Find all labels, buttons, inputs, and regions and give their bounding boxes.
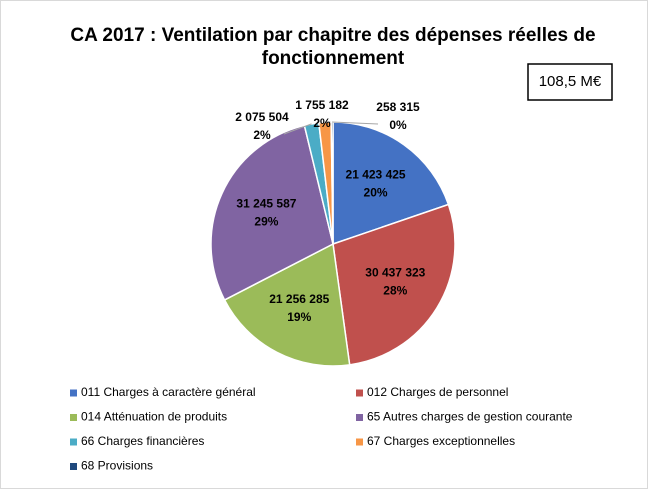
value-label: 21 423 425 [346,168,406,182]
pie-slice [223,242,351,367]
percent-label: 29% [254,215,278,229]
percent-label: 2% [253,128,271,142]
legend-swatch [70,414,77,421]
legend-swatch [70,463,77,470]
annotation: 108,5 M€ [539,73,602,90]
leader-line [332,121,379,125]
percent-label: 19% [287,310,311,324]
percent-label: 20% [364,186,388,200]
legend-label: 67 Charges exceptionnelles [367,434,515,448]
leader-line [283,123,312,135]
percent-label: 0% [389,118,407,132]
legend-label: 68 Provisions [81,459,153,473]
legend-label: 012 Charges de personnel [367,385,508,399]
legend-label: 66 Charges financières [81,434,204,448]
legend-swatch [356,389,363,397]
percent-label: 28% [383,284,407,298]
value-label: 31 245 587 [236,197,296,211]
pie-slice [210,124,334,301]
legend-swatch [356,414,363,421]
percent-label: 2% [313,116,331,130]
value-label: 21 256 285 [269,292,329,306]
legend-swatch [70,389,77,397]
legend-label: 014 Atténuation de produits [81,410,227,424]
legend-swatch [70,438,77,446]
pie-slice [332,203,456,366]
value-label: 258 315 [376,100,420,114]
value-label: 30 437 323 [365,266,425,280]
chart-title: fonctionnement [262,48,405,69]
chart-title: CA 2017 : Ventilation par chapitre des d… [70,25,595,46]
value-label: 2 075 504 [235,110,289,124]
legend-label: 011 Charges à caractère général [81,385,256,399]
annotation-box [527,63,613,101]
legend-swatch [356,438,363,446]
legend-label: 65 Autres charges de gestion courante [367,410,573,424]
value-label: 1 755 182 [295,98,349,112]
